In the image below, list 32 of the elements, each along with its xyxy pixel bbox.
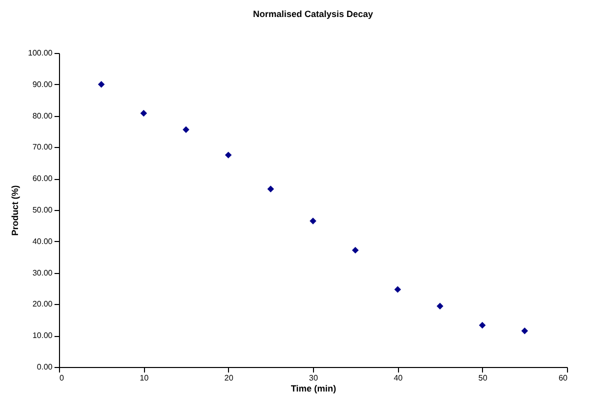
point [394,286,402,293]
point [521,328,528,334]
point [182,126,190,133]
x-tick-label: 50 [478,374,488,382]
point [98,81,105,88]
x-tick-label: 0 [60,374,64,382]
y-tick-label: 60.00 [32,174,54,184]
y-axis-title: Product (%) [10,185,20,236]
x-tick-label: 40 [394,374,404,382]
x-tick-label: 30 [309,374,318,382]
y-tick-label: 10.00 [32,331,54,340]
point [310,218,316,224]
point [478,322,486,329]
y-tick-label: 40.00 [32,236,54,246]
x-tick-label: 60 [558,374,568,382]
y-tick-label: 20.00 [32,300,54,309]
y-tick-label: 70.00 [32,142,54,152]
x-tick-label: 10 [140,374,150,382]
x-axis-title: Time (min) [290,384,336,394]
point [224,152,232,158]
point [352,246,359,254]
y-tick-label: 0.00 [36,362,54,372]
y-tick-label: 50.00 [32,206,54,214]
point [140,110,148,117]
y-tick-label: 30.00 [32,268,54,278]
chart-title: Normalised Catalysis Decay [252,9,374,19]
y-tick-label: 90.00 [32,80,54,89]
point [436,302,444,310]
point [267,186,274,192]
y-tick-label: 100.00 [28,48,54,58]
y-tick-label: 80.00 [32,111,54,120]
x-tick-label: 20 [224,374,234,382]
